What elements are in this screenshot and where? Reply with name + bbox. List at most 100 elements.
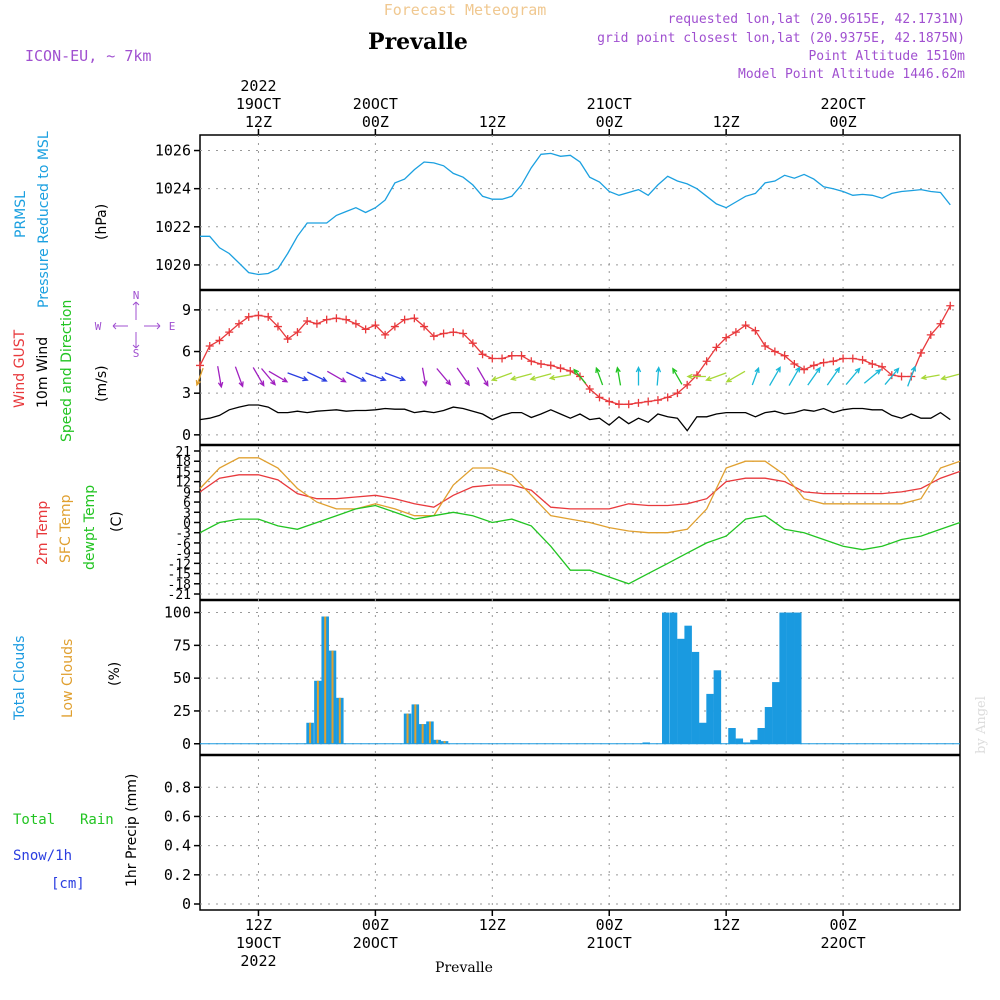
top-time-label: 20OCT — [353, 95, 398, 113]
label-pressure-msl: Pressure Reduced to MSL — [36, 131, 52, 308]
y-tick-label: 18 — [175, 455, 191, 470]
wind-arrow — [788, 366, 801, 386]
total-cloud-bar — [669, 612, 678, 744]
y-tick-label: 9 — [183, 486, 191, 501]
total-cloud-bar — [750, 739, 758, 744]
y-tick-label: 0 — [183, 517, 191, 532]
total-cloud-bar — [735, 738, 744, 744]
label-10m-wind: 10m Wind — [35, 337, 51, 408]
top-time-label: 00Z — [596, 113, 623, 131]
total-cloud-bar — [742, 742, 751, 744]
gust-point — [390, 322, 399, 331]
top-time-label: 00Z — [362, 113, 389, 131]
y-tick-label: 100 — [164, 604, 191, 622]
gust-point — [829, 357, 838, 366]
gust-point — [683, 380, 692, 389]
gust-point — [731, 328, 740, 337]
wind-arrow — [509, 373, 532, 381]
y-axes: 10201022102410260369211815129630-3-6-9-1… — [155, 142, 200, 913]
wind-arrow — [268, 370, 289, 383]
gust-point — [488, 354, 497, 363]
gust-point — [322, 315, 331, 324]
y-tick-label: 6 — [182, 343, 191, 361]
gust-point — [634, 398, 643, 407]
gust-point — [595, 393, 604, 402]
label-wind-gust: Wind GUST — [12, 329, 28, 408]
y-tick-label: 25 — [173, 702, 191, 720]
bottom-time-label: 00Z — [362, 916, 389, 934]
label-percent: (%) — [107, 662, 123, 686]
gust-point — [702, 357, 711, 366]
wind-arrow — [672, 367, 683, 385]
gust-point — [761, 341, 770, 350]
wind-arrow — [725, 370, 746, 383]
y-tick-label: 0.2 — [164, 866, 191, 884]
label-total-clouds: Total Clouds — [12, 636, 28, 721]
gust-point — [614, 400, 623, 409]
total-cloud-bar — [786, 612, 795, 744]
wind-arrow — [573, 368, 587, 384]
total-cloud-bar — [706, 693, 714, 744]
pressure-labels: PRMSL Pressure Reduced to MSL (hPa) — [13, 131, 110, 308]
compass: N W E S — [95, 289, 176, 360]
gust-point — [225, 328, 234, 337]
gust-point — [673, 389, 682, 398]
wind-arrow — [307, 371, 328, 382]
gust-point — [566, 366, 575, 375]
gust-point — [585, 385, 594, 394]
label-ms: (m/s) — [94, 365, 110, 402]
label-speed-direction: Speed and Direction — [59, 300, 75, 442]
wind-arrow — [287, 372, 309, 382]
y-tick-label: 75 — [173, 636, 191, 654]
label-1hr-precip: 1hr Precip (mm) — [124, 774, 140, 887]
gust-point — [848, 354, 857, 363]
wind-arrow — [252, 367, 265, 387]
gust-point — [527, 357, 536, 366]
y-tick-label: -18 — [168, 578, 191, 593]
y-tick-label: 1022 — [155, 218, 191, 236]
wind-gust-line — [199, 305, 951, 405]
low-cloud-bar — [324, 616, 327, 744]
y-tick-label: 21 — [175, 445, 191, 460]
total-cloud-bar — [779, 612, 787, 744]
footer-station: Prevalle — [435, 960, 493, 976]
y-tick-label: 0.8 — [164, 778, 191, 796]
wind-arrow — [686, 373, 706, 380]
compass-arrows-icon — [112, 301, 161, 349]
gust-point — [644, 397, 653, 406]
gust-point — [692, 371, 701, 380]
label-low-clouds: Low Clouds — [60, 639, 76, 718]
y-tick-label: 50 — [173, 669, 191, 687]
wind-arrow — [920, 374, 940, 381]
gust-point — [196, 361, 204, 370]
total-cloud-bar — [699, 722, 707, 744]
low-cloud-bar — [316, 680, 319, 744]
gust-point — [741, 321, 750, 330]
bottom-time-label: 12Z — [245, 916, 272, 934]
gust-point — [507, 351, 516, 360]
wind-arrow — [195, 367, 204, 387]
compass-n: N — [133, 289, 140, 302]
low-cloud-bar — [436, 739, 439, 744]
wind-arrow — [907, 365, 917, 387]
label-cm: [cm] — [51, 876, 85, 892]
wind-arrow — [234, 366, 244, 388]
wind-arrow — [529, 373, 552, 381]
wind-arrow — [826, 366, 841, 386]
info-gridpoint: grid point closest lon,lat (20.9375E, 42… — [597, 31, 965, 46]
gust-point — [878, 362, 887, 371]
pressure-line — [200, 152, 951, 276]
y-tick-label: 0 — [182, 895, 191, 913]
gust-point — [459, 329, 468, 338]
wind-labels: Wind GUST 10m Wind Speed and Direction (… — [12, 300, 110, 442]
bottom-time-label: 21OCT — [587, 934, 632, 952]
gust-point — [653, 396, 662, 405]
total-cloud-bar — [713, 670, 722, 744]
gust-point — [244, 312, 253, 321]
bottom-time-label: 19OCT — [236, 934, 281, 952]
y-tick-label: 6 — [183, 496, 191, 511]
wind-arrow — [490, 372, 513, 382]
label-total: Total — [13, 812, 55, 828]
gust-point — [917, 348, 926, 357]
